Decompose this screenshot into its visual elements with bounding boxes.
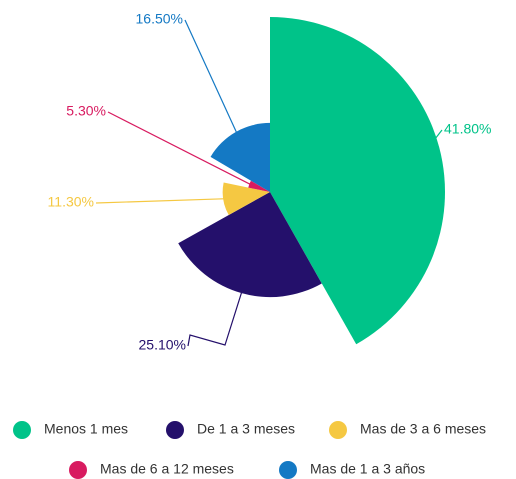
leader-line bbox=[187, 284, 245, 347]
legend-label: Mas de 6 a 12 meses bbox=[100, 461, 234, 477]
leader-line bbox=[95, 198, 228, 204]
legend-label: De 1 a 3 meses bbox=[197, 421, 295, 437]
pie-slice bbox=[270, 17, 446, 345]
pie-slice bbox=[178, 192, 322, 298]
legend-marker bbox=[69, 461, 87, 479]
legend-marker bbox=[13, 421, 31, 439]
legend-label: Mas de 3 a 6 meses bbox=[360, 421, 486, 437]
data-label: 5.30% bbox=[66, 103, 106, 119]
leader-line bbox=[107, 111, 252, 186]
legend-marker bbox=[166, 421, 184, 439]
data-label: 41.80% bbox=[444, 121, 491, 137]
legend-marker bbox=[279, 461, 297, 479]
legend-marker bbox=[329, 421, 347, 439]
leader-line bbox=[425, 129, 443, 152]
data-label: 25.10% bbox=[139, 337, 186, 353]
pie-slice bbox=[210, 122, 270, 192]
legend-label: Menos 1 mes bbox=[44, 421, 128, 437]
pie-slice bbox=[222, 182, 270, 216]
pie-slice bbox=[248, 180, 270, 192]
data-label: 11.30% bbox=[48, 194, 94, 210]
legend-label: Mas de 1 a 3 años bbox=[310, 461, 425, 477]
leader-line bbox=[184, 19, 240, 138]
data-label: 16.50% bbox=[136, 11, 183, 27]
